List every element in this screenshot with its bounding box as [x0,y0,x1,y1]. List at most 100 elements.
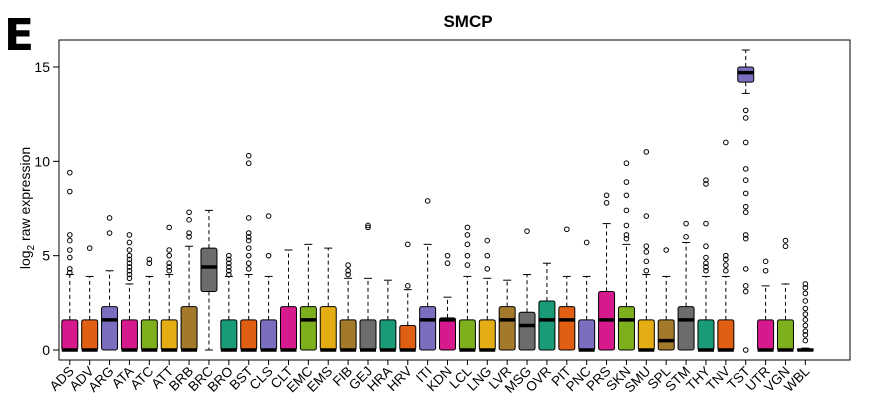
box-lvr [498,279,516,351]
boxes-layer [61,49,814,353]
box-hra [379,279,397,352]
box-iqr [558,306,576,351]
outlier-point [126,260,133,267]
box-atc [140,256,158,352]
box-iqr [399,324,417,351]
y-axis-label: log2 raw expression [17,147,37,269]
outlier-point [245,234,252,240]
outlier-point [603,192,610,199]
y-axis-label-sub: 2 [26,244,37,250]
box-iqr [439,317,457,351]
box-iqr [160,319,178,351]
box-iqr [180,306,198,351]
outlier-point [166,260,172,267]
outlier-point [802,311,809,317]
box-msg [518,228,536,351]
outlier-point [126,264,133,270]
box-iqr [319,306,337,351]
outlier-point [802,290,809,297]
box-kdn [439,252,457,351]
outlier-point [742,203,749,210]
outlier-point [623,207,630,214]
box-smu [637,149,655,352]
box-iqr [657,319,675,351]
outlier-point [67,247,73,253]
box-iqr [677,306,695,351]
outlier-point [464,252,471,259]
outlier-point [186,234,192,240]
outlier-point [464,241,471,248]
outlier-point [723,256,729,263]
box-iqr [757,319,775,351]
box-iqr [359,319,377,351]
box-iqr [498,306,516,351]
outlier-point [106,215,113,221]
box-iqr [379,319,397,351]
box-iqr [240,319,258,351]
x-axis-ticks: ADSADVARGATAATCATTBRBBRCBROBSTCLSCLTEMCE… [47,360,813,396]
y-tick-label: 15 [34,59,50,75]
outlier-point [742,190,749,197]
outlier-point [583,239,590,246]
outlier-point [782,243,789,250]
outlier-point [404,241,411,248]
outlier-point [742,235,749,242]
outlier-point [802,322,809,329]
box-iqr [279,306,297,351]
y-axis: 0 5 10 15 [34,59,59,358]
panel-letter: E [4,10,35,61]
outlier-point [226,267,232,274]
outlier-point [623,192,630,199]
outlier-point [643,249,650,255]
outlier-point [683,220,689,227]
box-iqr [458,319,476,351]
outlier-point [345,267,351,274]
box-gej [359,222,377,352]
box-iqr [776,319,794,351]
box-iqr [617,306,635,351]
outlier-point [126,275,133,282]
outlier-point [106,230,113,236]
box-ads [61,169,79,352]
box-ems [319,247,337,352]
outlier-point [245,215,252,221]
outlier-point [67,254,73,261]
outlier-point [464,224,471,231]
outlier-point [67,188,73,195]
outlier-point [126,239,133,246]
outlier-point [67,237,73,244]
box-clt [279,249,297,352]
outlier-point [67,169,73,176]
outlier-point [742,266,749,272]
outlier-point [166,264,172,270]
outlier-point [802,284,809,291]
outlier-point [245,152,252,159]
outlier-point [126,256,133,263]
outlier-point [742,347,749,353]
outlier-point [226,264,232,270]
outlier-point [464,262,471,268]
box-wbl [796,281,814,352]
box-vgn [776,237,794,352]
outlier-point [643,267,650,274]
outlier-point [126,232,133,238]
outlier-point [444,252,451,259]
outlier-point [484,252,491,259]
outlier-point [226,256,232,263]
outlier-point [802,305,809,312]
box-iqr [538,300,556,351]
chart-title: SMCP [443,12,492,31]
outlier-point [245,260,252,267]
outlier-point [226,271,232,278]
outlier-point [742,166,749,172]
box-prs [598,192,616,351]
box-iqr [200,247,218,293]
outlier-point [623,160,630,167]
box-cls [260,213,278,352]
outlier-point [802,298,809,304]
box-iqr [339,319,357,351]
svg-text:log2 raw expression: log2 raw expression [17,147,37,269]
outlier-point [703,267,709,274]
outlier-point [742,283,749,289]
outlier-point [365,224,371,231]
